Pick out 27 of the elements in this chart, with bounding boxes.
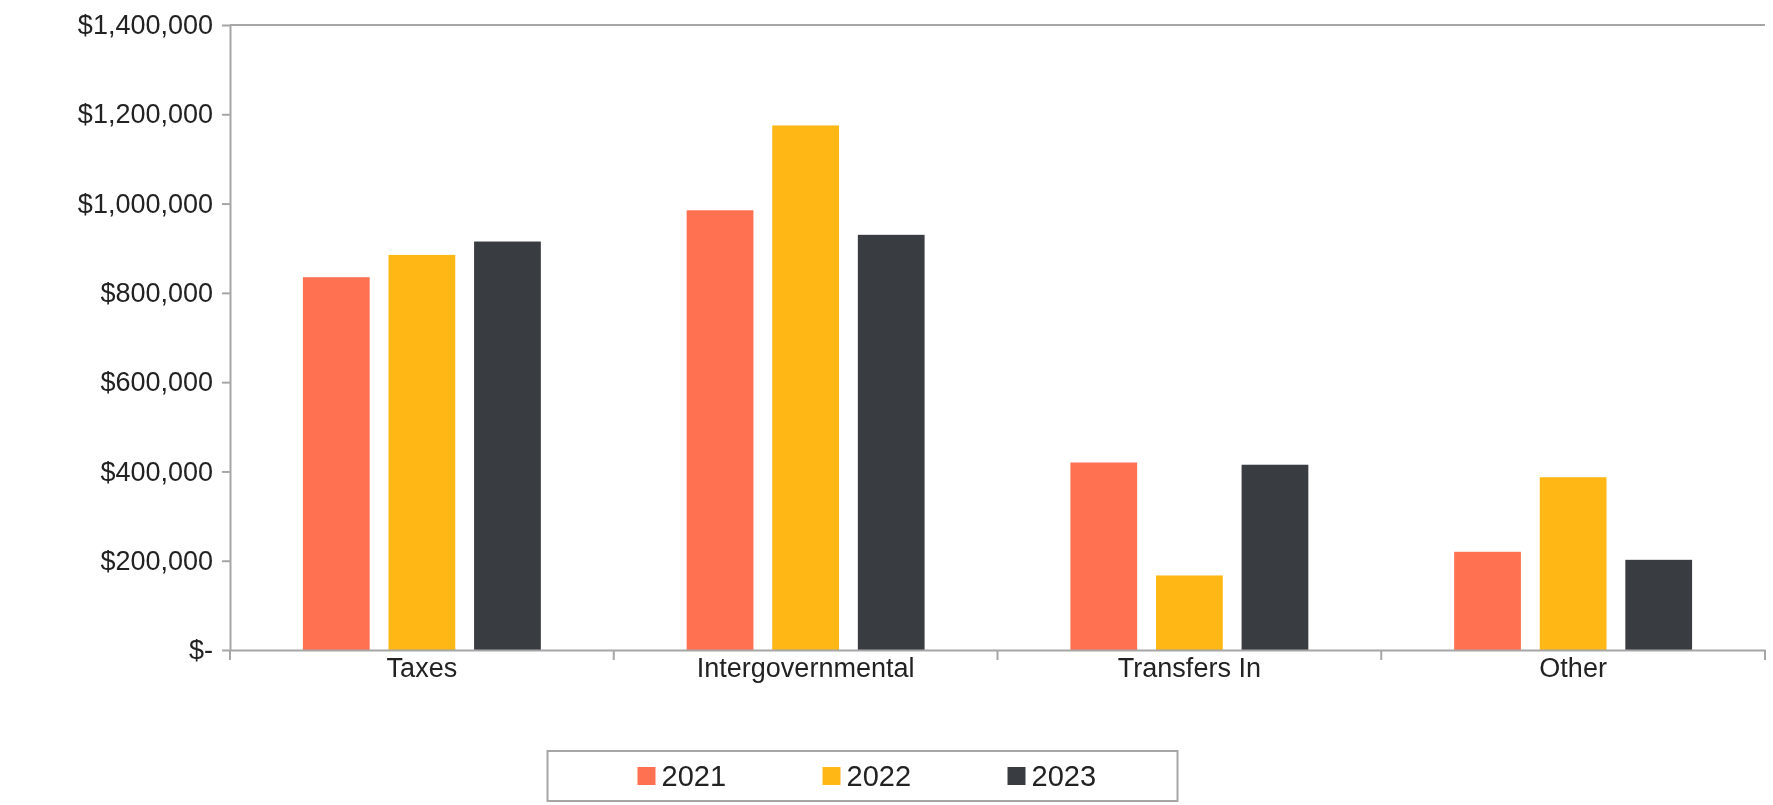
y-tick-label: $200,000	[100, 545, 213, 576]
legend-label: 2023	[1031, 760, 1097, 792]
bar	[474, 241, 541, 650]
bar	[1539, 477, 1607, 650]
y-tick-label: $-	[188, 635, 213, 666]
bar	[302, 277, 370, 650]
bar	[1156, 575, 1223, 650]
x-tick-label: Other	[1539, 653, 1607, 683]
y-tick-label: $1,200,000	[77, 99, 213, 130]
x-tick-label: Transfers In	[1117, 653, 1261, 683]
y-tick-label: $1,400,000	[77, 10, 213, 41]
legend-label: 2022	[846, 760, 912, 792]
bar	[772, 125, 839, 650]
bar	[1241, 464, 1309, 650]
y-tick-label: $800,000	[100, 278, 213, 308]
bar	[1454, 551, 1521, 650]
bar	[857, 234, 925, 650]
bar	[1625, 559, 1693, 650]
y-tick-label: $400,000	[100, 456, 213, 487]
bar	[1070, 462, 1138, 650]
legend-label: 2021	[661, 760, 727, 792]
bar	[388, 254, 456, 650]
bar	[686, 210, 754, 650]
x-tick-label: Taxes	[386, 653, 458, 683]
y-tick-label: $1,000,000	[77, 188, 213, 219]
y-tick-label: $600,000	[100, 367, 213, 398]
x-tick-label: Intergovernmental	[696, 653, 915, 683]
